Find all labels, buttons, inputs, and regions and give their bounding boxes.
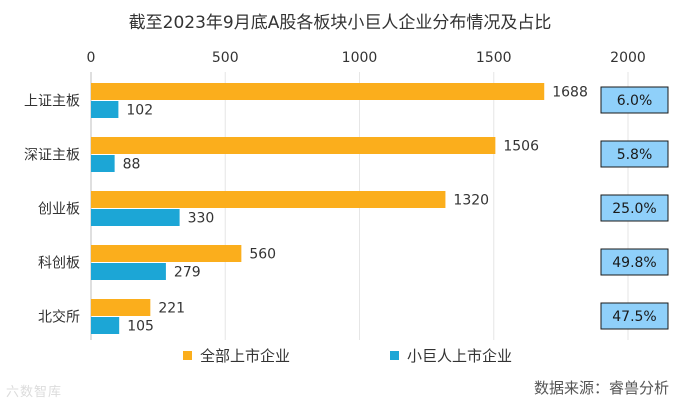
category-label: 北交所: [38, 309, 80, 326]
watermark: 六数智库: [6, 385, 63, 400]
bar-all-listed: [91, 137, 496, 154]
category-label: 创业板: [38, 202, 80, 218]
ratio-label: 47.5%: [612, 309, 656, 325]
bar-little-giant: [91, 101, 119, 118]
data-label-little-giant: 105: [127, 319, 154, 335]
x-axis-ticks: 0 500 1000 1500 2000: [87, 50, 646, 66]
data-label-little-giant: 330: [188, 211, 215, 227]
category-label: 深证主板: [24, 148, 80, 164]
ratio-box: [600, 248, 669, 276]
bar-little-giant: [91, 263, 166, 280]
chart-title: 截至2023年9月底A股各板块小巨人企业分布情况及占比: [129, 13, 552, 33]
data-label-all-listed: 560: [249, 247, 276, 263]
legend-item-all-listed: 全部上市企业: [183, 344, 290, 366]
ratio-box: [600, 140, 669, 168]
data-label-all-listed: 1506: [503, 139, 539, 155]
data-label-all-listed: 221: [158, 301, 185, 317]
ratio-boxes: 6.0% 5.8% 25.0% 49.8% 47.5%: [600, 86, 669, 330]
bar-all-listed: [91, 245, 242, 262]
legend-swatch-all-listed: [183, 350, 192, 360]
ratio-label: 25.0%: [612, 201, 656, 217]
legend-swatch-little-giant: [390, 350, 399, 360]
bar-all-listed: [91, 83, 545, 100]
x-tick-label: 0: [87, 50, 96, 66]
ratio-label: 6.0%: [617, 93, 653, 109]
category-label: 上证主板: [24, 94, 80, 110]
bar-all-listed: [91, 299, 151, 316]
data-source-note: 数据来源：睿兽分析: [533, 379, 669, 397]
x-tick-label: 2000: [610, 50, 646, 66]
ratio-box: [600, 194, 669, 222]
ratio-label: 49.8%: [612, 255, 656, 271]
bar-little-giant: [91, 209, 180, 226]
data-label-little-giant: 102: [126, 103, 153, 119]
bar-little-giant: [91, 317, 120, 334]
legend-item-little-giant: 小巨人上市企业: [390, 344, 512, 366]
legend-label-little-giant: 小巨人上市企业: [407, 346, 513, 365]
category-label: 科创板: [38, 256, 80, 272]
ratio-label: 5.8%: [617, 147, 653, 163]
data-label-little-giant: 88: [123, 157, 141, 173]
legend-label-all-listed: 全部上市企业: [200, 346, 291, 365]
bar-little-giant: [91, 155, 115, 172]
bars: [91, 83, 545, 334]
x-tick-label: 1000: [342, 50, 378, 66]
data-label-all-listed: 1320: [453, 193, 489, 209]
ratio-box: [600, 302, 669, 330]
bar-all-listed: [91, 191, 446, 208]
data-label-little-giant: 279: [174, 265, 201, 281]
data-label-all-listed: 1688: [552, 85, 588, 101]
x-tick-label: 1500: [476, 50, 512, 66]
x-tick-label: 500: [212, 50, 239, 66]
ratio-box: [600, 86, 669, 114]
